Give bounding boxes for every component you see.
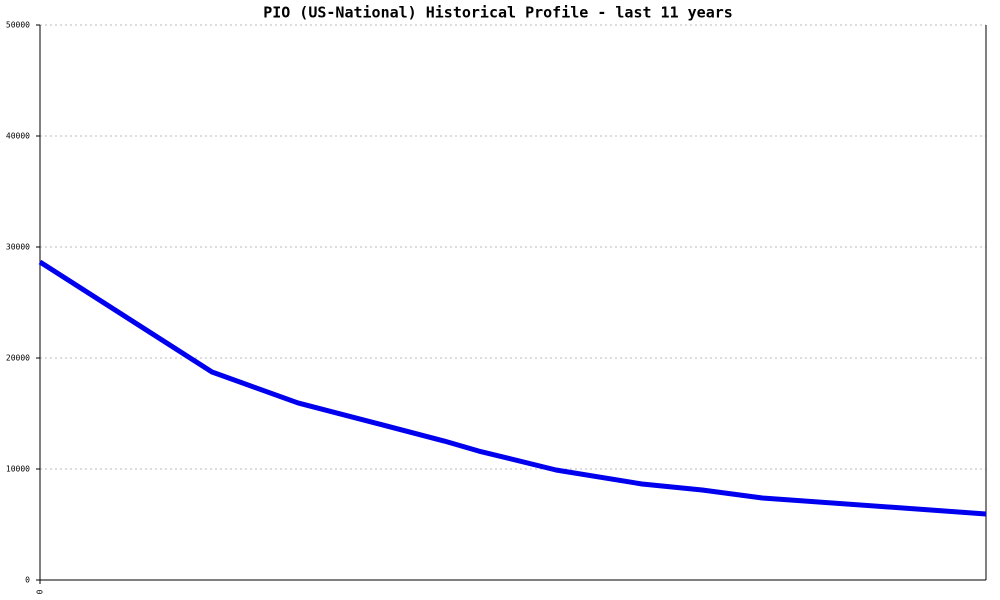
data-line [38,259,987,517]
y-tick-label: 50000 [6,21,30,30]
y-tick-label: 30000 [6,243,30,252]
x-tick-label: 0 [36,589,45,594]
y-tick-label: 0 [25,576,30,585]
y-tick-label: 10000 [6,465,30,474]
chart-title: PIO (US-National) Historical Profile - l… [263,4,733,22]
y-tick-label: 20000 [6,354,30,363]
y-tick-label: 40000 [6,132,30,141]
